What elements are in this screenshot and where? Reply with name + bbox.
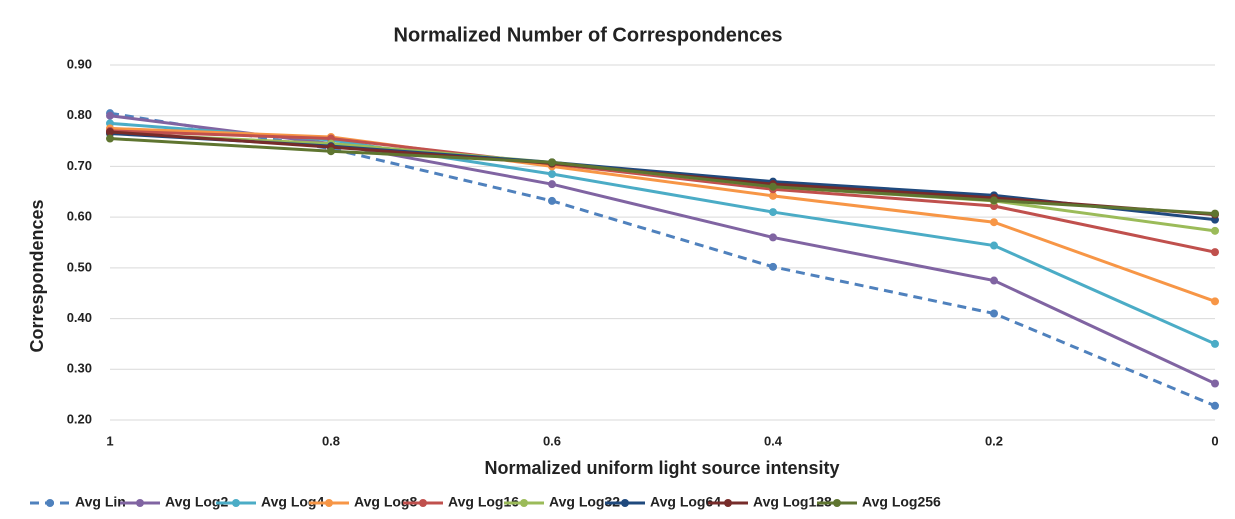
y-tick-label: 0.40	[67, 310, 92, 325]
data-point	[769, 262, 777, 271]
data-point	[769, 233, 777, 242]
data-point	[769, 191, 777, 200]
legend-label: Avg Log32	[549, 494, 620, 510]
data-point	[548, 180, 556, 189]
y-tick-label: 0.60	[67, 209, 92, 224]
x-tick-label: 0	[1211, 433, 1218, 448]
data-point	[1211, 297, 1219, 306]
legend-label: Avg Log128	[753, 494, 832, 510]
data-point	[990, 241, 998, 250]
legend-label: Avg Log256	[862, 494, 941, 510]
legend-label: Avg Log4	[261, 494, 324, 510]
legend-label: Avg Log64	[650, 494, 721, 510]
legend-marker	[136, 499, 144, 507]
y-tick-label: 0.90	[67, 56, 92, 71]
series-line	[109, 129, 1216, 254]
x-tick-label: 0.8	[322, 433, 340, 448]
data-point	[1211, 209, 1219, 218]
data-point	[769, 208, 777, 217]
data-point	[1211, 379, 1219, 388]
x-tick-label: 0.2	[985, 433, 1003, 448]
legend-label: Avg Lin	[75, 494, 126, 510]
legend-marker	[833, 499, 841, 507]
y-tick-label: 0.70	[67, 158, 92, 173]
x-tick-label: 0.6	[543, 433, 561, 448]
y-tick-label: 0.30	[67, 361, 92, 376]
y-axis-label: Correspondences	[27, 199, 47, 352]
data-point	[1211, 226, 1219, 235]
series-line	[109, 114, 1216, 385]
legend-marker	[46, 499, 54, 507]
series-line	[109, 111, 1216, 408]
legend-marker	[232, 499, 240, 507]
legend-marker	[724, 499, 732, 507]
data-point	[1211, 401, 1219, 410]
data-point	[990, 276, 998, 285]
data-point	[990, 309, 998, 318]
data-point	[327, 147, 335, 156]
data-point	[990, 196, 998, 205]
series-line	[109, 137, 1216, 216]
chart-title: Normalized Number of Correspondences	[394, 24, 783, 46]
series-line	[109, 126, 1216, 303]
y-tick-label: 0.80	[67, 107, 92, 122]
x-axis-label: Normalized uniform light source intensit…	[484, 458, 839, 478]
legend-marker	[520, 499, 528, 507]
data-point	[1211, 339, 1219, 348]
data-point	[548, 158, 556, 167]
y-tick-label: 0.50	[67, 259, 92, 274]
data-point	[106, 111, 114, 120]
legend-marker	[419, 499, 427, 507]
x-tick-label: 1	[106, 433, 113, 448]
legend-label: Avg Log8	[354, 494, 417, 510]
data-point	[106, 134, 114, 143]
data-point	[1211, 248, 1219, 257]
legend-label: Avg Log16	[448, 494, 519, 510]
legend-marker	[621, 499, 629, 507]
data-point	[548, 196, 556, 205]
x-tick-label: 0.4	[764, 433, 783, 448]
data-point	[548, 170, 556, 179]
series-line	[109, 121, 1216, 346]
y-tick-label: 0.20	[67, 411, 92, 426]
data-point	[106, 127, 114, 136]
legend-label: Avg Log2	[165, 494, 228, 510]
data-point	[769, 182, 777, 191]
data-point	[990, 218, 998, 227]
legend-marker	[325, 499, 333, 507]
